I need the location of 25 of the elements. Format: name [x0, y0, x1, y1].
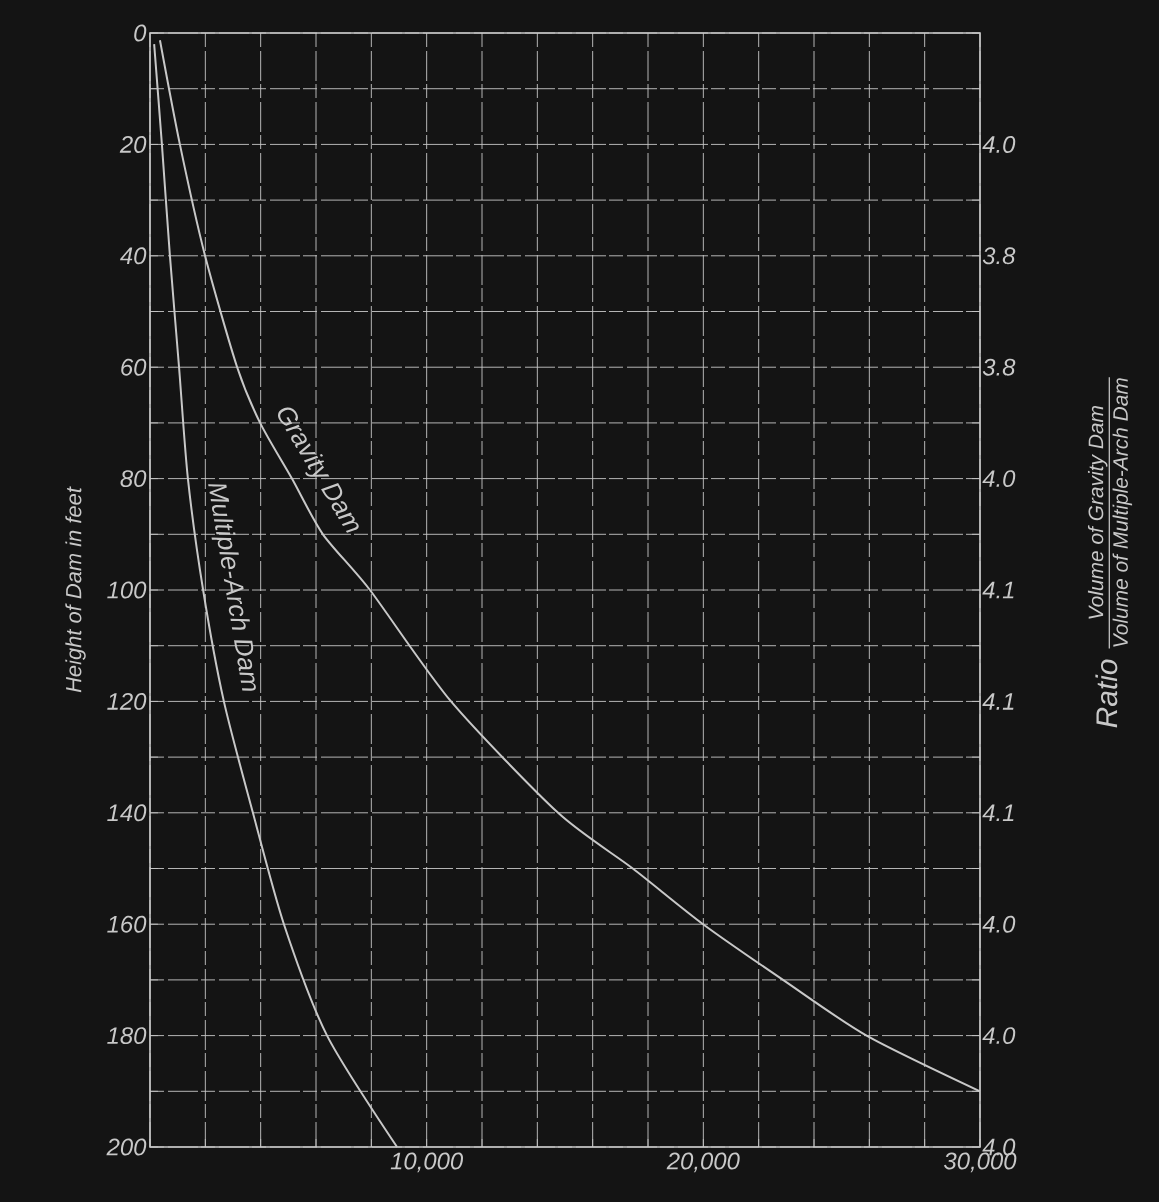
text: $\text{Ratio}\;\frac{\text{Volume of Gravity Dam}}{\text{Volume of Multiple-Arch Dam}}$ [1087, 377, 1133, 728]
x-tick-label: 20,000 [666, 1152, 740, 1173]
text: 4.1 [982, 693, 1014, 710]
text: 4.1 [982, 804, 1014, 822]
y-tick-label: 160 [107, 915, 147, 933]
text: 3.8 [982, 358, 1016, 376]
text: 4.0 [982, 1027, 1016, 1045]
y-tick-label: 140 [107, 804, 147, 822]
text: 4.0 [982, 915, 1016, 933]
x-tick-label: 10,000 [390, 1152, 464, 1173]
text: 3.8 [982, 247, 1016, 265]
y-axis-title: Height of Dam in feet [65, 486, 86, 693]
text: Multiple-Arch Dam [208, 484, 256, 691]
y-tick-label: 180 [107, 1027, 147, 1045]
text: 4.1 [982, 581, 1014, 599]
y-tick-label: 0 [134, 24, 147, 42]
y-tick-label: 40 [120, 247, 147, 265]
y-tick-label: 120 [107, 692, 147, 710]
y-tick-label: 100 [107, 581, 147, 599]
y-tick-label: 60 [121, 358, 147, 376]
text: 4.0 [982, 470, 1016, 488]
y-tick-label: 200 [106, 1138, 147, 1156]
y-tick-label: 20 [119, 135, 147, 153]
y-tick-label: 80 [120, 470, 147, 488]
text: 4.0 [982, 135, 1016, 153]
